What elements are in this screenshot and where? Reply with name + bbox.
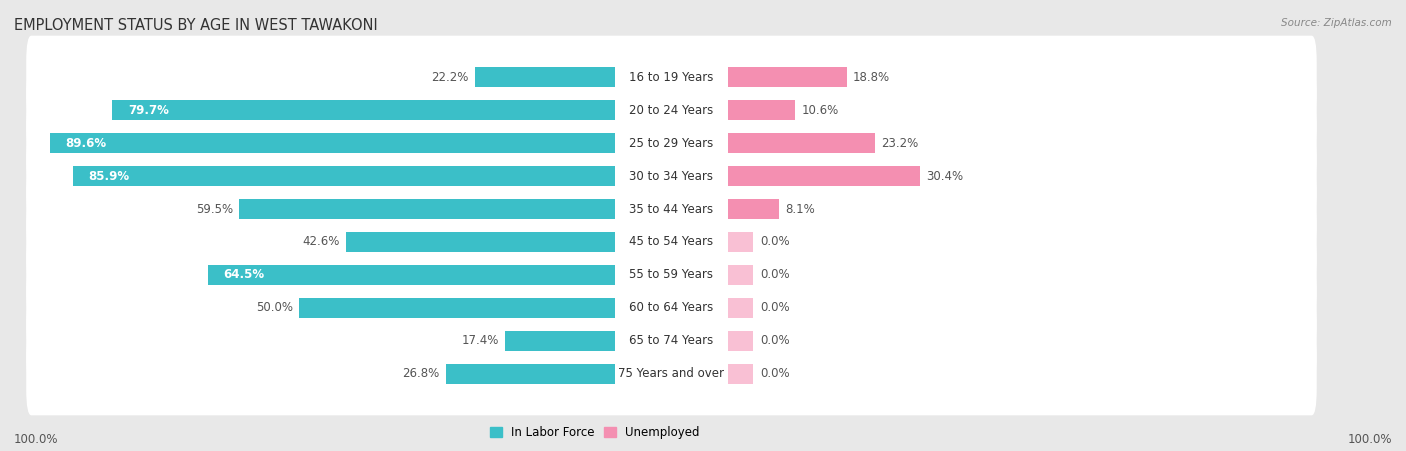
Text: 59.5%: 59.5% xyxy=(195,202,233,216)
Text: 64.5%: 64.5% xyxy=(224,268,264,281)
Bar xyxy=(49,133,614,153)
Text: 0.0%: 0.0% xyxy=(759,235,789,249)
Text: 18.8%: 18.8% xyxy=(853,71,890,84)
Bar xyxy=(728,100,794,120)
Text: 100.0%: 100.0% xyxy=(1347,433,1392,446)
Text: 55 to 59 Years: 55 to 59 Years xyxy=(630,268,713,281)
FancyBboxPatch shape xyxy=(27,101,1316,184)
Text: 10.6%: 10.6% xyxy=(801,104,838,117)
Bar xyxy=(728,265,754,285)
Bar xyxy=(73,166,614,186)
Text: Source: ZipAtlas.com: Source: ZipAtlas.com xyxy=(1281,18,1392,28)
Bar xyxy=(728,166,920,186)
Bar xyxy=(728,133,875,153)
Text: 30.4%: 30.4% xyxy=(927,170,963,183)
Text: 0.0%: 0.0% xyxy=(759,301,789,314)
Bar xyxy=(299,298,614,318)
Bar xyxy=(505,331,614,351)
Text: 23.2%: 23.2% xyxy=(882,137,918,150)
Bar xyxy=(728,199,779,219)
Text: 89.6%: 89.6% xyxy=(65,137,107,150)
Text: 45 to 54 Years: 45 to 54 Years xyxy=(630,235,713,249)
Bar xyxy=(728,298,754,318)
Text: 16 to 19 Years: 16 to 19 Years xyxy=(630,71,714,84)
Text: 35 to 44 Years: 35 to 44 Years xyxy=(630,202,713,216)
FancyBboxPatch shape xyxy=(27,200,1316,284)
FancyBboxPatch shape xyxy=(27,167,1316,251)
FancyBboxPatch shape xyxy=(27,299,1316,382)
FancyBboxPatch shape xyxy=(27,267,1316,350)
Bar xyxy=(475,67,614,87)
Text: 30 to 34 Years: 30 to 34 Years xyxy=(630,170,713,183)
Text: 42.6%: 42.6% xyxy=(302,235,340,249)
Text: 85.9%: 85.9% xyxy=(89,170,129,183)
FancyBboxPatch shape xyxy=(27,134,1316,217)
Bar xyxy=(208,265,614,285)
Bar xyxy=(112,100,614,120)
Text: 17.4%: 17.4% xyxy=(461,334,499,347)
Bar xyxy=(346,232,614,252)
Bar xyxy=(728,67,846,87)
Text: 8.1%: 8.1% xyxy=(786,202,815,216)
Text: 26.8%: 26.8% xyxy=(402,367,439,380)
Text: 65 to 74 Years: 65 to 74 Years xyxy=(630,334,714,347)
Text: 60 to 64 Years: 60 to 64 Years xyxy=(630,301,714,314)
Text: 0.0%: 0.0% xyxy=(759,367,789,380)
Bar xyxy=(728,331,754,351)
Bar xyxy=(446,364,614,384)
Bar xyxy=(728,232,754,252)
Text: 25 to 29 Years: 25 to 29 Years xyxy=(630,137,714,150)
Text: 50.0%: 50.0% xyxy=(256,301,292,314)
Bar xyxy=(239,199,614,219)
Text: 0.0%: 0.0% xyxy=(759,334,789,347)
FancyBboxPatch shape xyxy=(27,332,1316,415)
Text: 0.0%: 0.0% xyxy=(759,268,789,281)
Legend: In Labor Force, Unemployed: In Labor Force, Unemployed xyxy=(491,426,700,439)
FancyBboxPatch shape xyxy=(27,36,1316,119)
FancyBboxPatch shape xyxy=(27,69,1316,152)
Text: 75 Years and over: 75 Years and over xyxy=(619,367,724,380)
Text: EMPLOYMENT STATUS BY AGE IN WEST TAWAKONI: EMPLOYMENT STATUS BY AGE IN WEST TAWAKON… xyxy=(14,18,378,33)
Text: 100.0%: 100.0% xyxy=(14,433,59,446)
Bar xyxy=(728,364,754,384)
Text: 79.7%: 79.7% xyxy=(128,104,169,117)
Text: 20 to 24 Years: 20 to 24 Years xyxy=(630,104,714,117)
FancyBboxPatch shape xyxy=(27,234,1316,317)
Text: 22.2%: 22.2% xyxy=(432,71,468,84)
